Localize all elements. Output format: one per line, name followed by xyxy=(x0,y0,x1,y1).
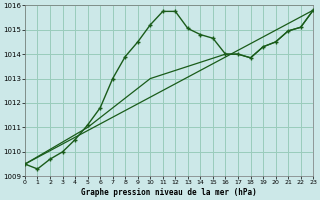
X-axis label: Graphe pression niveau de la mer (hPa): Graphe pression niveau de la mer (hPa) xyxy=(81,188,257,197)
